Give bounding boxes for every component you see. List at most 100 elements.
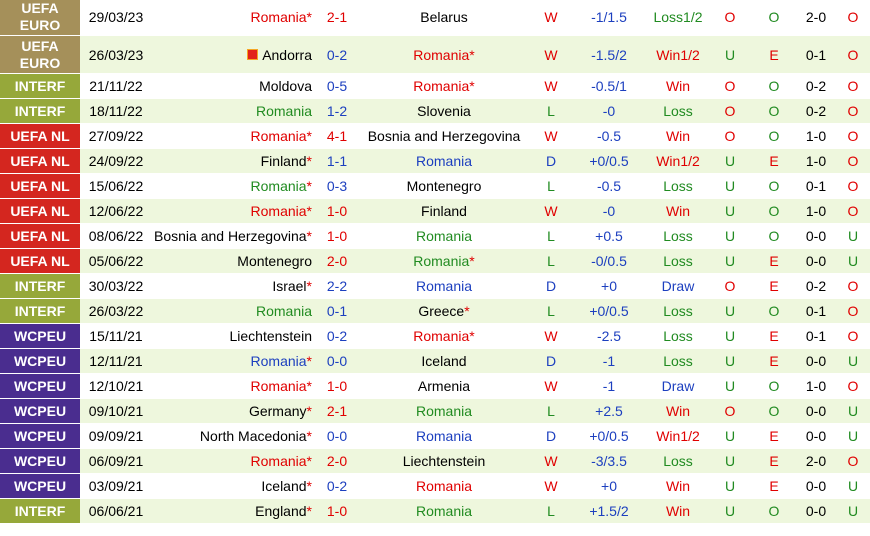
match-score-link[interactable]: 2-2: [326, 278, 348, 294]
home-team-link[interactable]: England: [255, 503, 307, 519]
score-cell: 2-2: [318, 274, 356, 299]
odd-even-value: E: [769, 453, 779, 469]
away-team-link[interactable]: Iceland: [421, 353, 467, 369]
away-team-link[interactable]: Greece: [418, 303, 465, 319]
match-score-link[interactable]: 1-2: [326, 103, 348, 119]
match-date: 12/11/21: [89, 353, 143, 369]
away-team-link[interactable]: Romania: [415, 228, 473, 244]
result-cell: D: [532, 349, 570, 374]
half-time-over-under: O: [847, 46, 859, 63]
handicap-cell: -1.5/2: [570, 36, 648, 74]
result-cell: W: [532, 449, 570, 474]
away-team-link[interactable]: Slovenia: [417, 103, 471, 119]
match-date: 03/09/21: [88, 478, 144, 494]
home-team-cell: Bosnia and Herzegovina*: [152, 224, 318, 249]
match-score-link[interactable]: 2-1: [326, 8, 348, 25]
match-score-link[interactable]: 1-1: [326, 153, 348, 169]
table-row: INTERF 18/11/22 Romania 1-2 Slovenia L -0 Loss O…: [0, 99, 870, 124]
match-score-link[interactable]: 0-3: [326, 178, 348, 194]
half-time-over-under-cell: U: [836, 224, 870, 249]
away-team-link[interactable]: Bosnia and Herzegovina: [367, 128, 521, 144]
score-cell: 0-3: [318, 174, 356, 199]
match-score-link[interactable]: 1-0: [326, 378, 348, 394]
away-team-cell: Romania: [356, 224, 532, 249]
match-score-link[interactable]: 0-1: [326, 303, 348, 319]
away-team-link[interactable]: Romania: [413, 253, 470, 269]
match-result: L: [547, 253, 555, 269]
home-team-link[interactable]: Romania: [250, 128, 307, 144]
match-score-link[interactable]: 1-0: [326, 203, 348, 219]
match-score-link[interactable]: 2-0: [326, 453, 348, 469]
match-score-link[interactable]: 1-0: [326, 503, 348, 519]
match-score-link[interactable]: 0-2: [326, 46, 348, 63]
match-score-link[interactable]: 1-0: [326, 228, 348, 244]
half-time-over-under: U: [847, 253, 859, 269]
odd-even-cell: E: [752, 474, 796, 499]
away-team-link[interactable]: Armenia: [417, 378, 471, 394]
odd-even-cell: O: [752, 399, 796, 424]
home-team-link[interactable]: Montenegro: [237, 253, 312, 269]
half-time-score: 0-0: [805, 428, 827, 444]
away-team-link[interactable]: Romania: [415, 153, 473, 169]
away-team-cell: Liechtenstein: [356, 449, 532, 474]
away-team-link[interactable]: Liechtenstein: [402, 453, 486, 469]
match-score-link[interactable]: 2-0: [326, 253, 348, 269]
home-team-link[interactable]: Romania: [250, 8, 307, 25]
away-team-link[interactable]: Romania: [415, 478, 473, 494]
away-team-link[interactable]: Romania: [415, 428, 473, 444]
match-score-link[interactable]: 0-5: [326, 78, 348, 94]
match-score-link[interactable]: 0-0: [326, 428, 348, 444]
home-team-link[interactable]: Romania: [255, 103, 312, 119]
half-time-score: 0-2: [805, 103, 827, 119]
match-score-link[interactable]: 0-2: [326, 328, 348, 344]
away-team-link[interactable]: Romania: [413, 328, 470, 344]
match-date: 26/03/22: [88, 303, 144, 319]
score-cell: 2-1: [318, 0, 356, 36]
away-team-cell: Romania: [356, 424, 532, 449]
away-team-link[interactable]: Finland: [421, 203, 467, 219]
away-team-link[interactable]: Romania: [413, 46, 470, 63]
over-under-value: U: [724, 228, 736, 244]
home-team-link[interactable]: Iceland: [261, 478, 307, 494]
home-team-link[interactable]: North Macedonia: [199, 428, 307, 444]
home-team-link[interactable]: Romania: [250, 353, 307, 369]
home-team-link[interactable]: Romania: [250, 203, 307, 219]
match-score-link[interactable]: 0-2: [326, 478, 348, 494]
home-team-link[interactable]: Germany: [248, 403, 307, 419]
away-team-cell: Romania*: [356, 249, 532, 274]
home-team-link[interactable]: Moldova: [259, 78, 312, 94]
half-time-over-under-cell: O: [836, 124, 870, 149]
away-team-link[interactable]: Romania: [415, 403, 473, 419]
half-time-score-cell: 2-0: [796, 0, 836, 36]
away-team-link[interactable]: Romania: [415, 278, 473, 294]
match-score-link[interactable]: 0-0: [326, 353, 348, 369]
away-team-link[interactable]: Romania: [413, 78, 470, 94]
home-team-link[interactable]: Andorra: [262, 46, 312, 63]
away-team-cell: Romania*: [356, 324, 532, 349]
home-team-link[interactable]: Liechtenstein: [229, 328, 312, 344]
over-under-cell: O: [708, 74, 752, 99]
away-team-link[interactable]: Romania: [415, 503, 473, 519]
odd-even-value: O: [768, 228, 780, 244]
match-date: 12/10/21: [88, 378, 144, 394]
home-team-link[interactable]: Romania: [250, 453, 307, 469]
home-team-link[interactable]: Israel: [272, 278, 307, 294]
away-team-link[interactable]: Belarus: [420, 8, 468, 25]
odd-even-value: E: [769, 353, 779, 369]
match-score-link[interactable]: 2-1: [326, 403, 348, 419]
home-team-link[interactable]: Romania: [250, 178, 307, 194]
home-team-link[interactable]: Finland: [260, 153, 307, 169]
over-under-value: U: [724, 353, 736, 369]
score-cell: 1-0: [318, 499, 356, 524]
match-date: 09/10/21: [88, 403, 144, 419]
competition-label: WCPEU: [13, 402, 67, 419]
home-team-link[interactable]: Romania: [250, 378, 307, 394]
home-team-link[interactable]: Romania: [255, 303, 312, 319]
match-score-link[interactable]: 4-1: [326, 128, 348, 144]
match-date-cell: 09/10/21: [80, 399, 152, 424]
home-team-link[interactable]: Bosnia and Herzegovina: [154, 228, 307, 244]
competition-label: UEFA EURO: [19, 0, 61, 33]
competition-badge: UEFA EURO: [0, 0, 80, 36]
odd-even-cell: O: [752, 124, 796, 149]
away-team-link[interactable]: Montenegro: [406, 178, 482, 194]
